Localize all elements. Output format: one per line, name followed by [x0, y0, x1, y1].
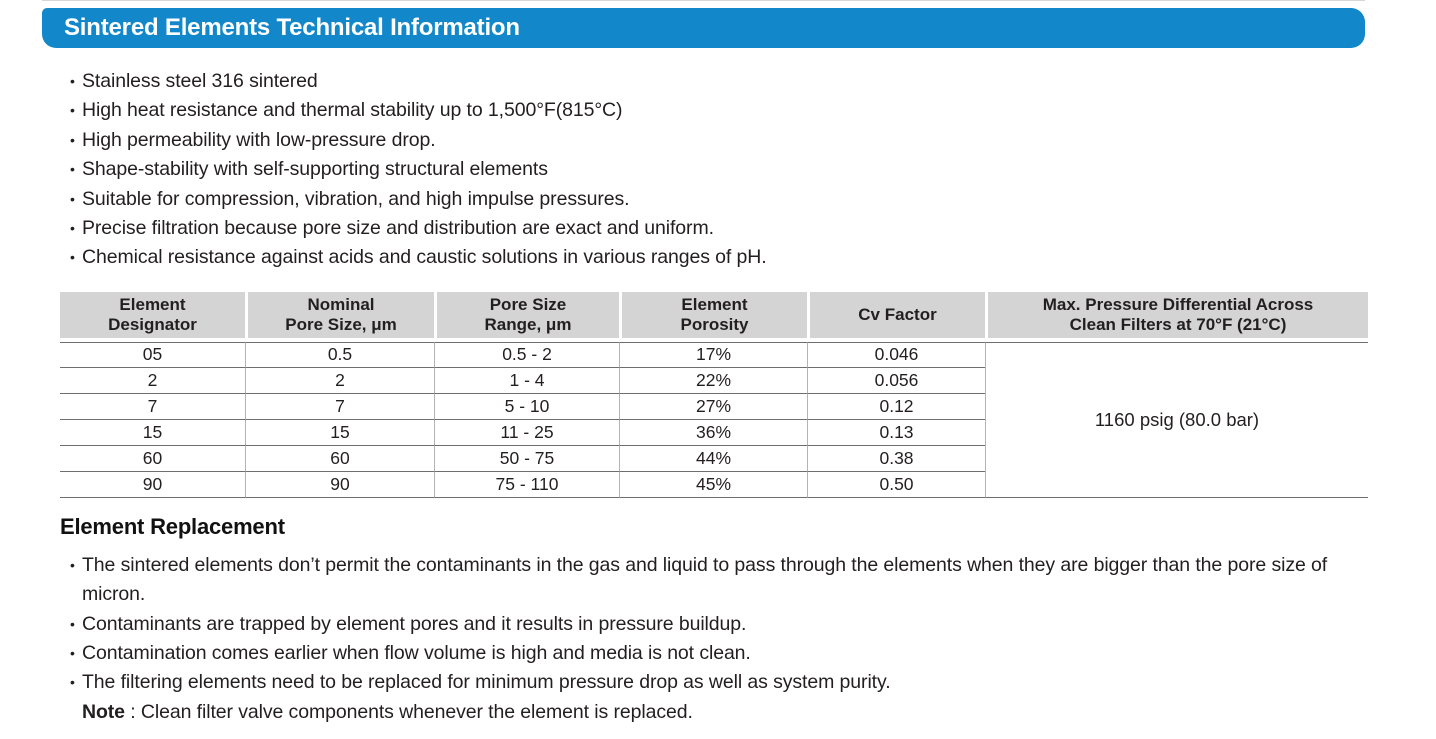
replacement-text: Contamination comes earlier when flow vo…	[82, 642, 751, 665]
cell-nominal-pore-size: 0.5	[245, 341, 434, 368]
cell-pore-size-range: 0.5 - 2	[434, 341, 619, 368]
cell-designator: 7	[60, 394, 245, 420]
top-divider	[42, 0, 1365, 1]
table-row: 60 60 50 - 75 44% 0.38	[60, 445, 1368, 472]
cell-nominal-pore-size: 2	[245, 367, 434, 394]
bullet-icon: •	[70, 645, 75, 662]
cell-cv-factor: 0.50	[807, 471, 985, 498]
cell-designator: 90	[60, 472, 245, 498]
col-header-cv-factor: Cv Factor	[807, 291, 985, 342]
cell-cv-factor: 0.38	[807, 445, 985, 472]
col-header-pore-size-range: Pore Size Range, μm	[434, 291, 619, 342]
bullet-icon: •	[70, 556, 75, 573]
table-row: 7 7 5 - 10 27% 0.12	[60, 393, 1368, 420]
replacement-text: The sintered elements don’t permit the c…	[82, 553, 1328, 606]
bullet-icon: •	[70, 131, 75, 148]
list-item: • Precise filtration because pore size an…	[70, 214, 1370, 243]
note-label: Note	[82, 700, 125, 723]
bullet-icon: •	[70, 161, 75, 178]
cell-nominal-pore-size: 90	[245, 471, 434, 498]
col-header-nominal-pore-size: Nominal Pore Size, μm	[245, 291, 434, 342]
bullet-icon: •	[70, 615, 75, 632]
list-item: • Shape-stability with self-supporting st…	[70, 155, 1370, 184]
element-replacement-heading: Element Replacement	[60, 513, 285, 539]
cell-pore-size-range: 11 - 25	[434, 419, 619, 446]
feature-text: High permeability with low-pressure drop…	[82, 128, 436, 151]
col-header-element-designator: Element Designator	[60, 291, 245, 342]
cell-designator: 60	[60, 446, 245, 472]
feature-text: Precise filtration because pore size and…	[82, 217, 714, 240]
table-row: 15 15 11 - 25 36% 0.13	[60, 419, 1368, 446]
table-row: 90 90 75 - 110 45% 0.50	[60, 471, 1368, 498]
cell-designator: 15	[60, 420, 245, 446]
feature-text: Chemical resistance against acids and ca…	[82, 246, 767, 269]
bullet-icon: •	[70, 220, 75, 237]
cell-nominal-pore-size: 15	[245, 419, 434, 446]
features-list: • Stainless steel 316 sintered • High heat…	[70, 67, 1370, 273]
cell-pore-size-range: 50 - 75	[434, 445, 619, 472]
note: Note : Clean filter valve components whe…	[82, 698, 1436, 727]
table-row: 2 2 1 - 4 22% 0.056	[60, 367, 1368, 394]
cell-cv-factor: 0.046	[807, 341, 985, 368]
list-item: • The sintered elements don’t permit the …	[70, 551, 1358, 610]
cell-pore-size-range: 75 - 110	[434, 471, 619, 498]
cell-porosity: 36%	[619, 419, 807, 446]
list-item: • The filtering elements need to be repla…	[70, 668, 1358, 697]
bullet-icon: •	[70, 249, 75, 266]
list-item: • Stainless steel 316 sintered	[70, 67, 1370, 96]
table-row: 05 0.5 0.5 - 2 17% 0.046 1160 psig (80.0…	[60, 341, 1368, 498]
table-header-row: Element Designator Nominal Pore Size, μm…	[60, 291, 1368, 342]
feature-text: Stainless steel 316 sintered	[82, 70, 318, 92]
replacement-text: Contaminants are trapped by element pore…	[82, 612, 747, 635]
cell-nominal-pore-size: 7	[245, 393, 434, 420]
list-item: • Suitable for compression, vibration, an…	[70, 185, 1370, 214]
cell-cv-factor: 0.056	[807, 367, 985, 394]
bullet-icon: •	[70, 190, 75, 207]
feature-text: Shape-stability with self-supporting str…	[82, 158, 548, 181]
bullet-icon: •	[70, 674, 75, 691]
feature-text: Suitable for compression, vibration, and…	[82, 187, 630, 210]
cell-cv-factor: 0.13	[807, 419, 985, 446]
list-item: • High permeability with low-pressure dro…	[70, 126, 1370, 155]
cell-porosity: 44%	[619, 445, 807, 472]
cell-pore-size-range: 5 - 10	[434, 393, 619, 420]
col-header-element-porosity: Element Porosity	[619, 291, 807, 342]
cell-designator: 05	[60, 341, 245, 368]
feature-text: High heat resistance and thermal stabili…	[82, 99, 623, 122]
list-item: • Contaminants are trapped by element por…	[70, 610, 1358, 639]
note-text: : Clean filter valve components whenever…	[124, 700, 693, 723]
cell-porosity: 22%	[619, 367, 807, 394]
list-item: • Contamination comes earlier when flow v…	[70, 639, 1358, 668]
bullet-icon: •	[70, 73, 75, 89]
max-pressure-cell: 1160 psig (80.0 bar)	[985, 341, 1368, 498]
replacement-text: The filtering elements need to be replac…	[82, 671, 891, 694]
cell-porosity: 45%	[619, 471, 807, 498]
element-replacement-list: • The sintered elements don’t permit the …	[70, 551, 1358, 698]
cell-cv-factor: 0.12	[807, 393, 985, 420]
col-header-max-pressure-differential: Max. Pressure Differential Across Clean …	[985, 291, 1368, 342]
list-item: • High heat resistance and thermal stabil…	[70, 96, 1370, 125]
cell-porosity: 17%	[619, 341, 807, 368]
bullet-icon: •	[70, 102, 75, 119]
section-title-bar: Sintered Elements Technical Information	[42, 8, 1365, 48]
page-title: Sintered Elements Technical Information	[64, 14, 520, 41]
cell-nominal-pore-size: 60	[245, 445, 434, 472]
sintered-elements-table: Element Designator Nominal Pore Size, μm…	[60, 291, 1368, 498]
cell-pore-size-range: 1 - 4	[434, 367, 619, 394]
list-item: • Chemical resistance against acids and c…	[70, 243, 1370, 272]
cell-porosity: 27%	[619, 393, 807, 420]
cell-designator: 2	[60, 368, 245, 394]
